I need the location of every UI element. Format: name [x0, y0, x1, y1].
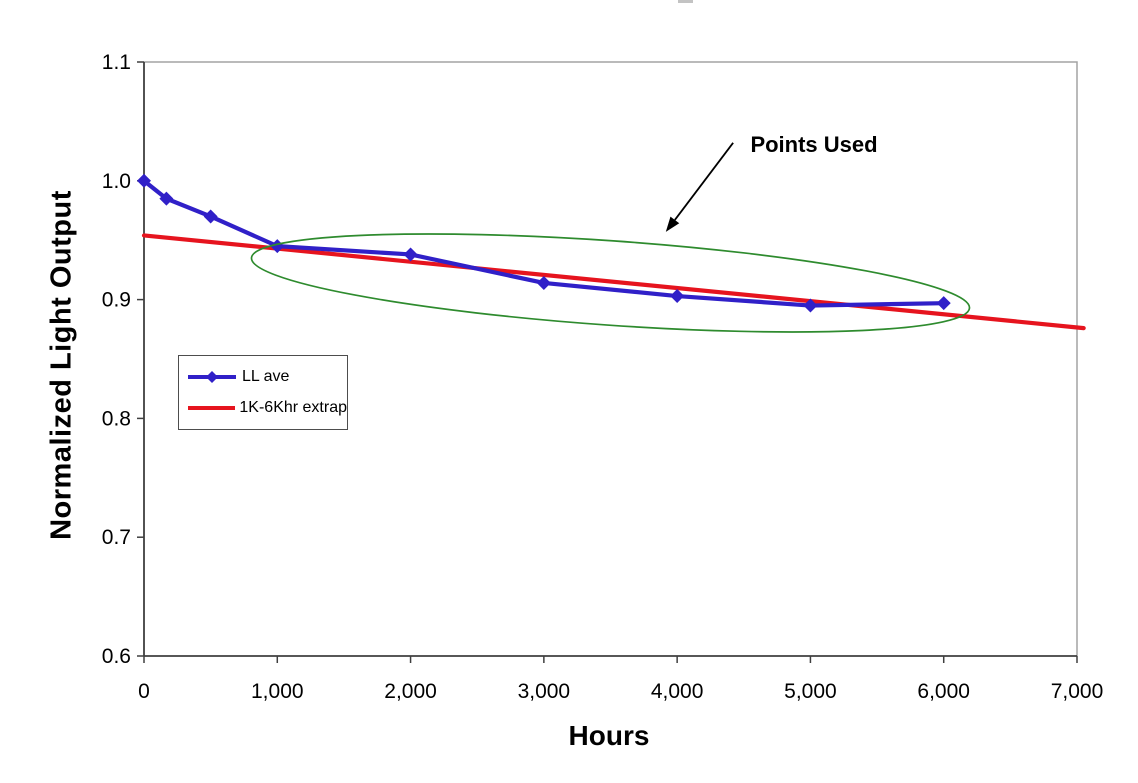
data-point-marker [403, 247, 418, 262]
cropped-title-artifact [678, 0, 693, 3]
data-point-marker [936, 296, 951, 311]
data-point-marker [159, 191, 174, 206]
x-tick-label: 4,000 [651, 680, 704, 703]
legend: LL ave 1K-6Khr extrap [178, 355, 348, 430]
x-tick-label: 5,000 [784, 680, 837, 703]
x-tick-label: 0 [138, 680, 150, 703]
points-used-ellipse [250, 233, 971, 333]
x-tick-label: 7,000 [1051, 680, 1104, 703]
data-point-marker [803, 298, 818, 313]
data-point-marker [137, 173, 151, 188]
x-tick-label: 2,000 [384, 680, 437, 703]
data-point-marker [203, 209, 218, 224]
legend-label-extrap: 1K-6Khr extrap [239, 398, 347, 416]
plot-border [144, 61, 1078, 656]
legend-item-ll-ave: LL ave [186, 368, 347, 386]
legend-line-diamond-swatch [188, 371, 236, 384]
y-tick-label: 0.9 [102, 289, 131, 312]
y-tick-label: 1.1 [102, 51, 131, 74]
y-axis-title: Normalized Light Output [45, 190, 78, 540]
annotation-label: Points Used [750, 132, 878, 158]
x-tick-label: 6,000 [917, 680, 970, 703]
data-point-marker [670, 289, 685, 304]
data-point-marker [536, 275, 551, 290]
y-tick-label: 0.6 [102, 645, 131, 668]
series-line-1k-6khr-extrap [141, 233, 1086, 331]
y-tick-label: 0.8 [102, 407, 131, 430]
legend-item-extrap: 1K-6Khr extrap [186, 399, 347, 417]
annotation-arrow-line [674, 142, 734, 221]
annotation-arrowhead [665, 216, 680, 232]
x-tick-label: 3,000 [518, 680, 571, 703]
legend-label-ll-ave: LL ave [242, 368, 290, 386]
y-tick-label: 0.7 [102, 526, 131, 549]
legend-line-swatch [188, 405, 236, 410]
x-axis-title: Hours [568, 720, 650, 751]
y-tick-label: 1.0 [102, 170, 131, 193]
x-tick-label: 1,000 [251, 680, 304, 703]
